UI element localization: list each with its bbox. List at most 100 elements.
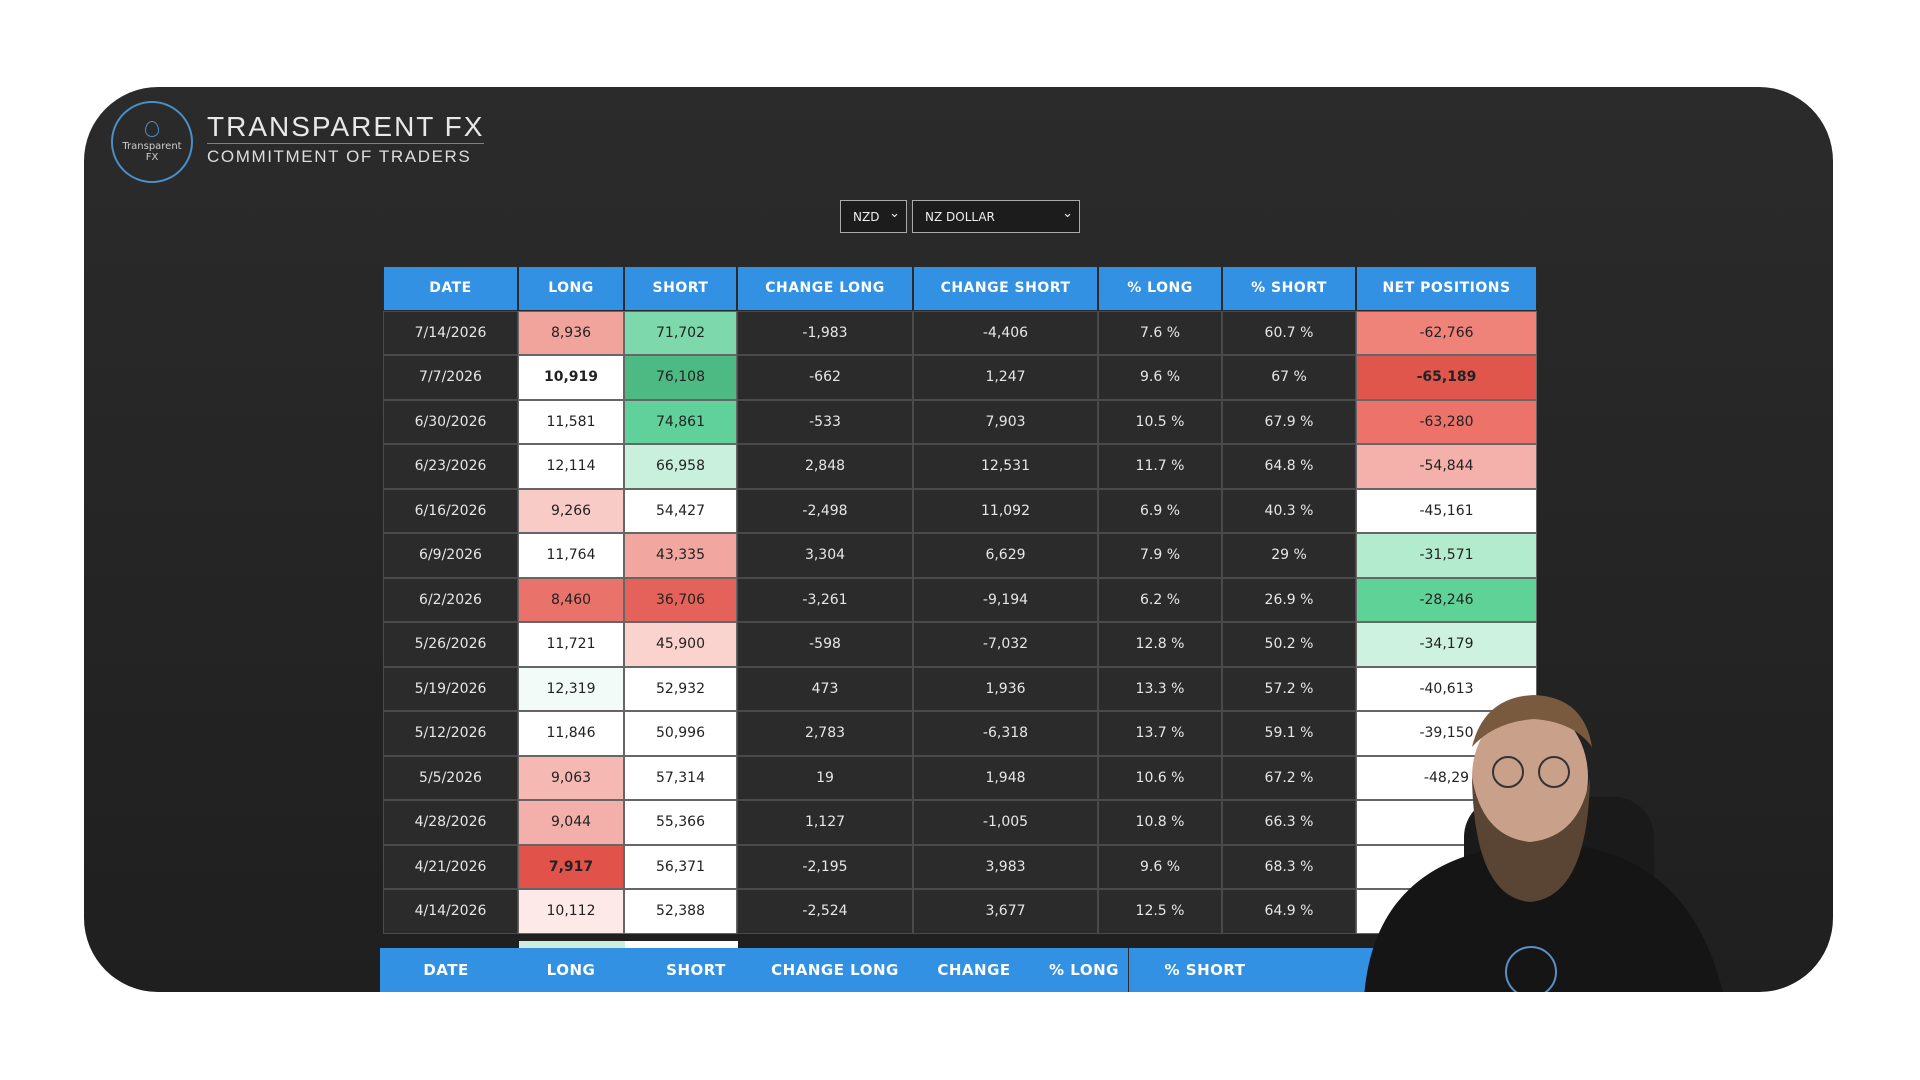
table-row: 5/19/2026 12,319 52,932 473 1,936 13.3 % 57.2 … xyxy=(383,666,1537,711)
table-cell: 66,958 xyxy=(624,444,737,489)
table-cell: -9,194 xyxy=(913,577,1098,622)
column-header: DATE xyxy=(383,266,518,311)
table-cell: -533 xyxy=(737,399,913,444)
currency-name-select[interactable]: NZ DOLLAR xyxy=(912,197,1080,233)
table-cell: 45,900 xyxy=(624,622,737,667)
table-cell: 9,044 xyxy=(518,800,624,845)
table-cell: 1,127 xyxy=(737,800,913,845)
table-cell: -3,261 xyxy=(737,577,913,622)
column-header: SHORT xyxy=(624,266,737,311)
sticky-column-header: % SHORT xyxy=(1128,948,1281,992)
table-cell: -1,005 xyxy=(913,800,1098,845)
table-cell: 3,304 xyxy=(737,533,913,578)
table-cell: -662 xyxy=(737,355,913,400)
table-cell: 74,861 xyxy=(624,399,737,444)
table-cell: 473 xyxy=(737,666,913,711)
table-cell: 11,721 xyxy=(518,622,624,667)
column-header: CHANGE LONG xyxy=(737,266,913,311)
table-cell: 10,919 xyxy=(518,355,624,400)
table-cell: 13.3 % xyxy=(1098,666,1222,711)
column-header: CHANGE SHORT xyxy=(913,266,1098,311)
table-row: 5/26/2026 11,721 45,900 -598 -7,032 12.8 % 50.… xyxy=(383,622,1537,667)
table-cell: 2,848 xyxy=(737,444,913,489)
sticky-column-header: % LONG xyxy=(1049,961,1119,979)
table-cell: 7,903 xyxy=(913,399,1098,444)
table-cell: 13.7 % xyxy=(1098,711,1222,756)
table-cell: -598 xyxy=(737,622,913,667)
table-cell: 7/14/2026 xyxy=(383,310,518,355)
table-cell: 6/23/2026 xyxy=(383,444,518,489)
table-cell: -65,189 xyxy=(1356,355,1537,400)
table-cell: 71,702 xyxy=(624,310,737,355)
column-header: % LONG xyxy=(1098,266,1222,311)
table-cell: 6/16/2026 xyxy=(383,488,518,533)
table-cell: 10.6 % xyxy=(1098,755,1222,800)
table-cell: 40.3 % xyxy=(1222,488,1356,533)
table-cell: 7/7/2026 xyxy=(383,355,518,400)
webcam-overlay xyxy=(1364,695,1723,992)
sticky-column-header: LONG xyxy=(546,961,596,979)
table-cell: -28,246 xyxy=(1356,577,1537,622)
table-cell: 7.9 % xyxy=(1098,533,1222,578)
table-cell: -34,179 xyxy=(1356,622,1537,667)
table-cell: 5/19/2026 xyxy=(383,666,518,711)
table-row: 5/5/2026 9,063 57,314 19 1,948 10.6 % 67.2 % -4… xyxy=(383,755,1537,800)
table-cell: 12,114 xyxy=(518,444,624,489)
table-cell: 1,247 xyxy=(913,355,1098,400)
table-cell: 67.2 % xyxy=(1222,755,1356,800)
table-row: 6/23/2026 12,114 66,958 2,848 12,531 11.7 % 64… xyxy=(383,444,1537,489)
table-cell: 50.2 % xyxy=(1222,622,1356,667)
table-cell: 29 % xyxy=(1222,533,1356,578)
table-cell: 5/12/2026 xyxy=(383,711,518,756)
table-cell: 1,948 xyxy=(913,755,1098,800)
table-row: 4/14/2026 10,112 52,388 -2,524 3,677 12.5 % 64… xyxy=(383,889,1537,934)
sticky-column-header: DATE xyxy=(423,961,469,979)
currency-code-select[interactable]: NZD xyxy=(840,197,907,233)
table-cell: 3,983 xyxy=(913,844,1098,889)
table-row: 4/21/2026 7,917 56,371 -2,195 3,983 9.6 % 68.3… xyxy=(383,844,1537,889)
table-cell: 6.2 % xyxy=(1098,577,1222,622)
table-cell: 19 xyxy=(737,755,913,800)
table-cell: -62,766 xyxy=(1356,310,1537,355)
table-cell: 60.7 % xyxy=(1222,310,1356,355)
table-cell: 7.6 % xyxy=(1098,310,1222,355)
table-row: 4/28/2026 9,044 55,366 1,127 -1,005 10.8 % 66.… xyxy=(383,800,1537,845)
table-cell: 56,371 xyxy=(624,844,737,889)
table-cell: -45,161 xyxy=(1356,488,1537,533)
table-cell: 54,427 xyxy=(624,488,737,533)
table-cell: 11,581 xyxy=(518,399,624,444)
table-cell: 64.9 % xyxy=(1222,889,1356,934)
table-cell: 9.6 % xyxy=(1098,844,1222,889)
table-row: 6/30/2026 11,581 74,861 -533 7,903 10.5 % 67.9… xyxy=(383,399,1537,444)
table-row: 7/14/2026 8,936 71,702 -1,983 -4,406 7.6 % 60.… xyxy=(383,310,1537,355)
table-cell: 52,932 xyxy=(624,666,737,711)
column-header: NET POSITIONS xyxy=(1356,266,1537,311)
column-header: LONG xyxy=(518,266,624,311)
table-cell: 10.8 % xyxy=(1098,800,1222,845)
table-cell: -7,032 xyxy=(913,622,1098,667)
table-cell: 67.9 % xyxy=(1222,399,1356,444)
table-cell: 64.8 % xyxy=(1222,444,1356,489)
table-cell: 8,936 xyxy=(518,310,624,355)
table-cell: 4/14/2026 xyxy=(383,889,518,934)
table-row: 5/12/2026 11,846 50,996 2,783 -6,318 13.7 % 59… xyxy=(383,711,1537,756)
table-cell: -1,983 xyxy=(737,310,913,355)
table-cell: -4,406 xyxy=(913,310,1098,355)
table-row: 6/2/2026 8,460 36,706 -3,261 -9,194 6.2 % 26.9… xyxy=(383,577,1537,622)
table-cell: 50,996 xyxy=(624,711,737,756)
table-cell: 11,092 xyxy=(913,488,1098,533)
logo: Transparent FX xyxy=(111,101,193,183)
app-subtitle: COMMITMENT OF TRADERS xyxy=(207,147,472,166)
table-cell: 66.3 % xyxy=(1222,800,1356,845)
table-cell: -31,571 xyxy=(1356,533,1537,578)
table-cell: 43,335 xyxy=(624,533,737,578)
table-cell: 4/28/2026 xyxy=(383,800,518,845)
app-frame: Transparent FX TRANSPARENT FX COMMITMENT… xyxy=(84,87,1833,992)
table-cell: 10.5 % xyxy=(1098,399,1222,444)
table-cell: 6/30/2026 xyxy=(383,399,518,444)
table-cell: 6.9 % xyxy=(1098,488,1222,533)
table-cell: 59.1 % xyxy=(1222,711,1356,756)
app-title: TRANSPARENT FX xyxy=(207,111,485,144)
table-cell: 1,936 xyxy=(913,666,1098,711)
